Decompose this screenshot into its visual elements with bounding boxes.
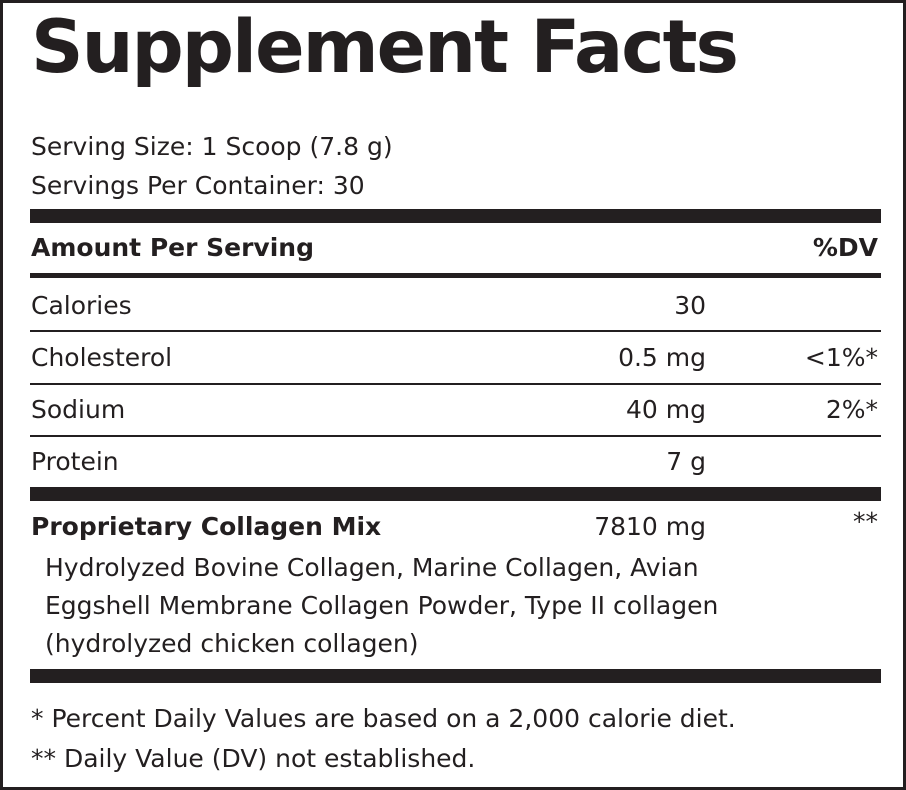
nutrient-name: Sodium bbox=[31, 395, 126, 424]
footnote-dv: * Percent Daily Values are based on a 2,… bbox=[31, 704, 736, 733]
blend-amount: 7810 mg bbox=[594, 512, 706, 541]
nutrient-amount: 0.5 mg bbox=[618, 343, 706, 372]
nutrient-amount: 30 bbox=[674, 291, 706, 320]
amount-per-serving-header: Amount Per Serving bbox=[31, 233, 314, 262]
blend-name: Proprietary Collagen Mix bbox=[31, 512, 382, 541]
blend-ingredients-line: Eggshell Membrane Collagen Powder, Type … bbox=[45, 591, 719, 620]
thick-divider bbox=[30, 209, 881, 223]
blend-ingredients-line: Hydrolyzed Bovine Collagen, Marine Colla… bbox=[45, 553, 699, 582]
blend-ingredients-line: (hydrolyzed chicken collagen) bbox=[45, 629, 419, 658]
nutrient-dv: <1%* bbox=[804, 343, 878, 372]
servings-per-container: Servings Per Container: 30 bbox=[31, 171, 365, 200]
nutrient-dv: 2%* bbox=[825, 395, 878, 424]
nutrient-name: Cholesterol bbox=[31, 343, 173, 372]
serving-size: Serving Size: 1 Scoop (7.8 g) bbox=[31, 132, 393, 161]
row-divider bbox=[30, 383, 881, 385]
dv-header: %DV bbox=[812, 233, 878, 262]
nutrient-amount: 7 g bbox=[666, 447, 706, 476]
nutrient-amount: 40 mg bbox=[626, 395, 706, 424]
row-divider bbox=[30, 435, 881, 437]
medium-divider bbox=[30, 273, 881, 278]
thick-divider bbox=[30, 669, 881, 683]
blend-dv: ** bbox=[853, 507, 878, 536]
panel-title: Supplement Facts bbox=[31, 5, 739, 90]
nutrient-name: Calories bbox=[31, 291, 132, 320]
nutrient-name: Protein bbox=[31, 447, 119, 476]
thick-divider bbox=[30, 487, 881, 501]
row-divider bbox=[30, 330, 881, 332]
footnote-not-established: ** Daily Value (DV) not established. bbox=[31, 744, 476, 773]
